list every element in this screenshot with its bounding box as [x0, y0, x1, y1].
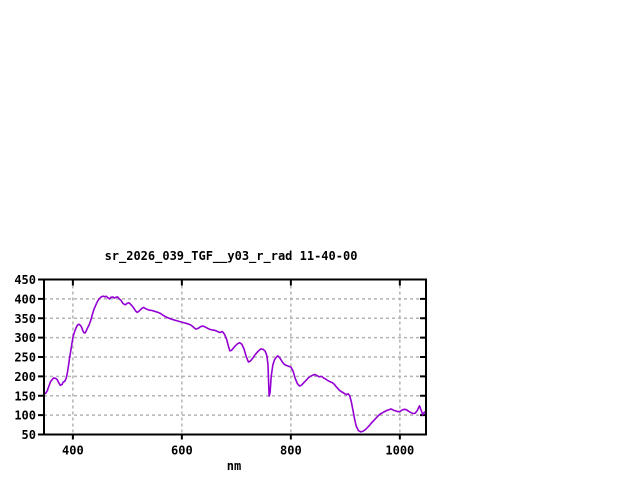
y-tick-label: 350 — [14, 312, 36, 326]
gridlines — [44, 279, 426, 435]
data-curve — [43, 295, 427, 433]
y-tick-label: 200 — [14, 370, 36, 384]
x-axis-label: nm — [227, 459, 241, 473]
y-tick-label: 400 — [14, 292, 36, 306]
x-tick-label: 800 — [280, 444, 302, 458]
y-tick-label: 100 — [14, 409, 36, 423]
y-tick-label: 300 — [14, 331, 36, 345]
y-tick-label: 150 — [14, 389, 36, 403]
axis-tick-labels: 50 100 150 200 250 300 350 400 450 400 600 800 1000 — [14, 273, 414, 458]
y-tick-label: 50 — [22, 428, 36, 442]
x-tick-label: 400 — [62, 444, 84, 458]
x-tick-label: 1000 — [385, 444, 414, 458]
series-spectral_radiance — [43, 295, 427, 433]
chart-title: sr_2026_039_TGF__y03_r_rad 11-40-00 — [105, 249, 358, 264]
y-tick-label: 450 — [14, 273, 36, 287]
plot-frame — [43, 278, 427, 436]
frame-rect — [43, 278, 427, 436]
y-tick-label: 250 — [14, 351, 36, 365]
x-tick-label: 600 — [171, 444, 193, 458]
